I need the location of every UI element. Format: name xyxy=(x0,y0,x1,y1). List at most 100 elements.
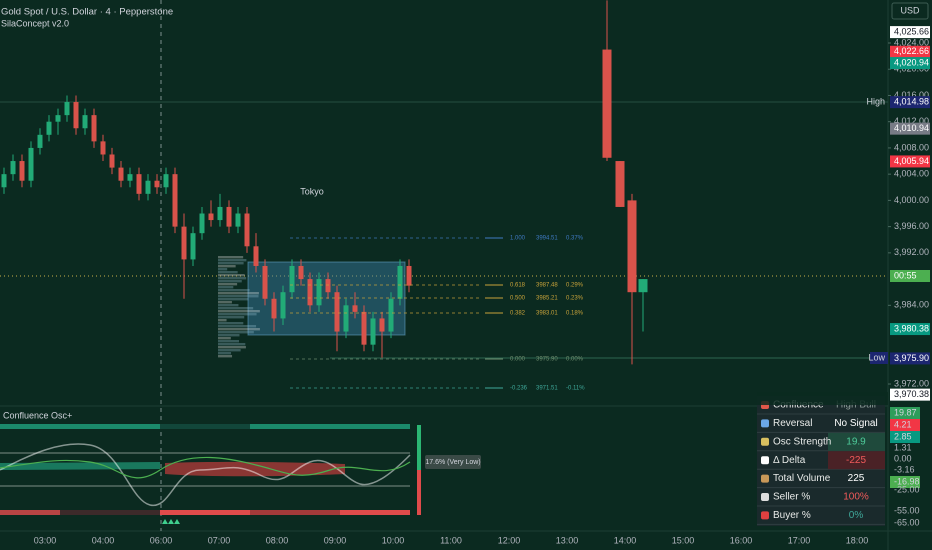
table-icon xyxy=(761,511,769,520)
time-label: 07:00 xyxy=(208,535,231,545)
candle-body xyxy=(118,167,124,181)
candle-body xyxy=(343,305,349,332)
oscillator-graphics xyxy=(0,424,481,524)
price-marker xyxy=(890,45,930,58)
price-marker-label: 4,005.94 xyxy=(894,156,929,166)
candle-body xyxy=(615,161,625,207)
candle-body xyxy=(64,102,70,116)
price-tick-label: 4,004.00 xyxy=(894,169,929,179)
fib-ratio: 0.500 xyxy=(510,296,526,302)
table-label: Reversal xyxy=(773,418,812,429)
candle-body xyxy=(406,265,412,286)
candle-body xyxy=(217,206,223,221)
high-label: High xyxy=(866,96,885,106)
candle-body xyxy=(82,115,88,129)
fib-price: 3971.51 xyxy=(536,386,558,392)
candle-body xyxy=(73,102,79,129)
candle-body xyxy=(271,298,277,319)
price-tick-label: 3,996.00 xyxy=(894,221,929,231)
table-icon xyxy=(761,456,769,465)
osc-axis-label: 4.21 xyxy=(894,419,912,429)
time-label: 03:00 xyxy=(34,535,57,545)
fib-ratio: 1.000 xyxy=(510,236,526,242)
price-marker-label: 4,014.98 xyxy=(894,97,929,107)
osc-axis-label: 0.00 xyxy=(894,453,912,463)
candle-body xyxy=(199,213,205,234)
low-label: Low xyxy=(868,352,885,362)
osc-axis-label: 1.31 xyxy=(894,442,912,452)
candle-body xyxy=(19,161,25,181)
table-value: High Bull xyxy=(836,400,876,411)
candle-body xyxy=(280,292,286,319)
price-marker xyxy=(890,57,930,70)
table-cell-bg xyxy=(828,451,885,470)
osc-axis-label: 19.87 xyxy=(894,407,917,417)
session-label: Tokyo xyxy=(300,186,324,196)
fib-price: 3987.48 xyxy=(536,283,558,289)
candle-body xyxy=(109,154,115,168)
osc-axis-label: 2.85 xyxy=(894,431,912,441)
time-label: 18:00 xyxy=(846,535,869,545)
fib-price: 3975.90 xyxy=(536,357,558,363)
time-label: 14:00 xyxy=(614,535,637,545)
price-tick-label: 4,008.00 xyxy=(894,142,929,152)
price-marker-label: 3,980.38 xyxy=(894,323,929,333)
table-label: Buyer % xyxy=(773,510,811,521)
candle-body xyxy=(379,318,385,332)
currency-button[interactable] xyxy=(891,2,929,20)
time-label: 16:00 xyxy=(730,535,753,545)
fib-pct: -0.11% xyxy=(566,386,585,392)
osc-axis-label: -65.00 xyxy=(894,517,920,527)
fib-ratio: 0.618 xyxy=(510,283,526,289)
table-value: 0% xyxy=(849,510,864,521)
table-label: Δ Delta xyxy=(773,455,806,466)
candle-body xyxy=(397,265,403,299)
fib-pct: 0.29% xyxy=(566,283,584,289)
osc-marker xyxy=(890,419,920,431)
candle-body xyxy=(334,292,340,332)
candle-body xyxy=(37,134,43,148)
table-value: 100% xyxy=(843,492,869,503)
candle-body xyxy=(370,318,376,345)
currency[interactable]: USD xyxy=(900,5,920,15)
candle-body xyxy=(181,226,187,260)
oscillator-title: Confluence Osc+ xyxy=(3,410,72,420)
fib-ratio: 0.382 xyxy=(510,311,526,317)
countdown-box xyxy=(890,270,930,282)
table-icon xyxy=(761,474,769,483)
candle-body xyxy=(100,141,106,155)
candle-body xyxy=(244,213,250,247)
candle-body xyxy=(316,279,322,306)
fib-pct: 0.37% xyxy=(566,236,584,242)
table-label: Confluence xyxy=(773,400,824,411)
candle-body xyxy=(602,49,612,158)
fib-pct: 0.18% xyxy=(566,311,584,317)
candle-body xyxy=(163,174,169,188)
candle-body xyxy=(253,246,259,266)
candle-body xyxy=(91,115,97,142)
price-marker xyxy=(890,388,930,401)
candle-body xyxy=(388,298,394,332)
osc-marker xyxy=(890,476,920,488)
candle-body xyxy=(154,180,160,188)
candle-body xyxy=(136,174,142,194)
time-label: 10:00 xyxy=(382,535,405,545)
table-value: 225 xyxy=(848,473,865,484)
candle-body xyxy=(172,174,178,227)
osc-axis-label: -3.16 xyxy=(894,464,915,474)
time-label: 15:00 xyxy=(672,535,695,545)
candle-body xyxy=(262,265,268,299)
countdown: 00:55 xyxy=(894,270,917,280)
candle-body xyxy=(226,206,232,227)
candle-body xyxy=(46,121,52,135)
table-label: Osc Strength xyxy=(773,436,831,447)
fib-pct: 0.00% xyxy=(566,357,584,363)
osc-marker xyxy=(890,431,920,443)
candle-body xyxy=(208,213,214,221)
price-tick-label: 4,016.00 xyxy=(894,90,929,100)
osc-axis-label: -16.98 xyxy=(894,476,920,486)
time-label: 12:00 xyxy=(498,535,521,545)
candle-body xyxy=(307,279,313,306)
price-marker xyxy=(890,96,930,109)
price-marker-label: 3,975.90 xyxy=(894,353,929,363)
